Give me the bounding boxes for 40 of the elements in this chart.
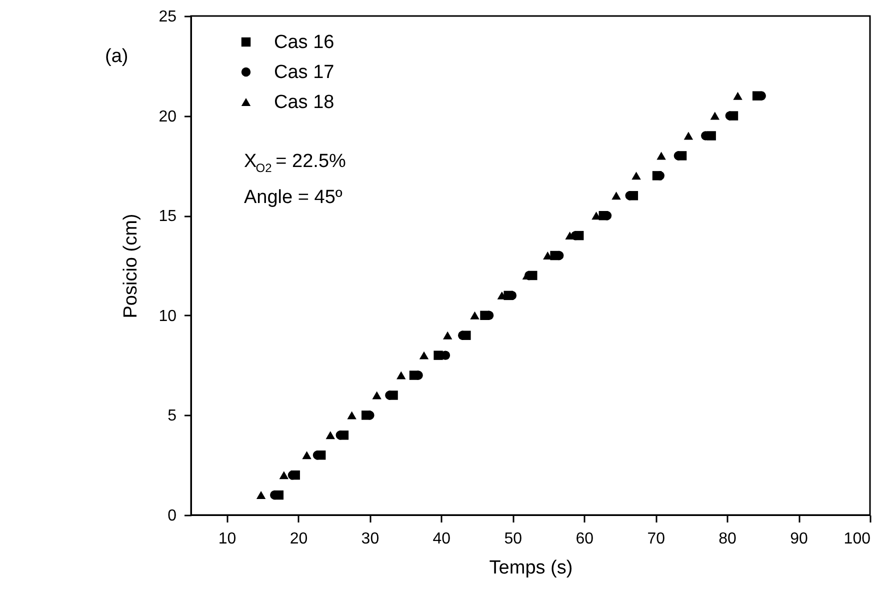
point (419, 351, 429, 360)
point (279, 471, 289, 480)
x-tick-label: 30 (361, 530, 380, 548)
y-tick-label: 25 (158, 8, 177, 26)
y-tick-label: 5 (168, 408, 177, 425)
annotation: Angle = 45º (244, 187, 342, 208)
x-tick-label: 10 (218, 530, 236, 548)
legend-label: Cas 18 (274, 92, 334, 113)
x-tick-label: 40 (432, 530, 451, 548)
y-tick-label: 15 (158, 208, 177, 226)
y-tick-label: 10 (158, 308, 177, 325)
point (326, 431, 335, 440)
point (612, 192, 621, 200)
x-tick-label: 80 (718, 530, 737, 548)
x-tick-label: 100 (844, 530, 871, 548)
x-tick-label: 20 (290, 530, 308, 548)
point (442, 331, 452, 340)
point (256, 491, 266, 500)
point (302, 451, 312, 460)
point (347, 411, 356, 420)
x-axis-title: Temps (s) (489, 558, 573, 578)
legend-label: Cas 16 (274, 32, 334, 53)
text: (a) (105, 46, 128, 67)
point (656, 152, 666, 160)
point (565, 232, 574, 240)
point (733, 92, 742, 100)
point (372, 391, 382, 400)
x-tick-label: 90 (790, 530, 808, 548)
point (710, 112, 720, 120)
point (684, 132, 694, 140)
y-tick-label: 20 (158, 108, 177, 126)
point (396, 371, 406, 380)
point (470, 311, 480, 320)
point (632, 172, 641, 180)
y-axis-title: Posicio (cm) (120, 214, 142, 318)
legend-label: Cas 17 (274, 62, 334, 83)
x-tick-label: 60 (576, 530, 594, 548)
x-tick-label: 70 (647, 530, 666, 548)
y-tick-label: 0 (168, 508, 177, 524)
x-tick-label: 50 (504, 530, 522, 548)
